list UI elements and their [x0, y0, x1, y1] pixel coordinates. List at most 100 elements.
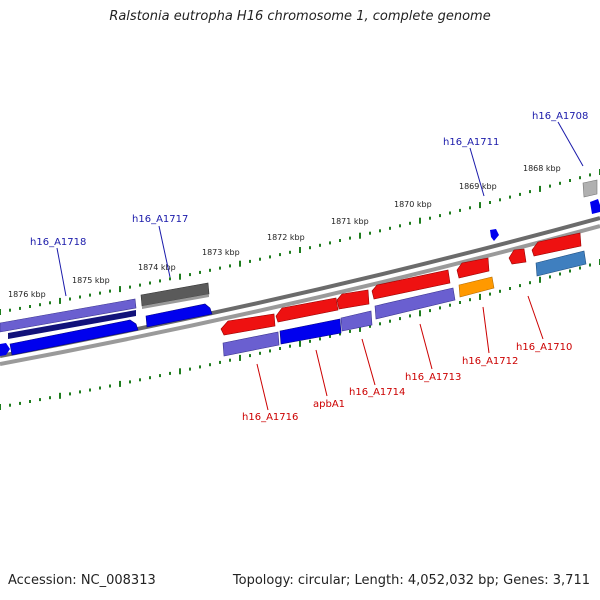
minor-tick: [279, 253, 281, 257]
gene-arrow-h16_A1717-light: [142, 294, 209, 309]
minor-tick: [279, 347, 281, 350]
minor-tick: [69, 297, 71, 301]
minor-tick: [519, 284, 521, 288]
gene-arrow-h16_A1716-lower[interactable]: [222, 331, 280, 357]
minor-tick: [439, 306, 441, 310]
scale-label: 1876 kbp: [8, 290, 46, 299]
accession-text: Accession: NC_008313: [8, 573, 156, 588]
minor-tick: [199, 365, 201, 369]
major-tick: [419, 310, 421, 317]
gene-arrow-h16_A1711[interactable]: [490, 229, 499, 241]
minor-tick: [469, 206, 471, 210]
minor-tick: [129, 285, 131, 289]
leader-line: [361, 338, 376, 386]
gene-arrow-h16_A1714-lower[interactable]: [340, 310, 373, 332]
major-tick: [359, 325, 361, 332]
minor-tick: [449, 303, 451, 307]
minor-tick: [589, 263, 591, 267]
map-title: Ralstonia eutropha H16 chromosome 1, com…: [109, 9, 491, 24]
minor-tick: [409, 221, 411, 225]
minor-tick: [39, 398, 41, 402]
minor-tick: [289, 344, 291, 348]
gene-label-h16_A1716[interactable]: h16_A1716: [242, 412, 298, 423]
gene-label-h16_A1711[interactable]: h16_A1711: [443, 137, 499, 148]
minor-tick: [509, 195, 511, 199]
gene-arrow-h16_A1712-lower[interactable]: [458, 276, 495, 298]
gene-arrow-red-small[interactable]: [508, 248, 527, 265]
minor-tick: [459, 208, 461, 212]
minor-tick: [109, 289, 111, 293]
gene-label-h16_A1718[interactable]: h16_A1718: [30, 237, 86, 248]
minor-tick: [569, 269, 571, 273]
gene-arrow-blue-left[interactable]: [0, 343, 10, 356]
minor-tick: [79, 295, 81, 299]
leader-line: [557, 121, 584, 167]
major-tick: [179, 368, 181, 375]
minor-tick: [489, 201, 491, 204]
minor-tick: [559, 272, 561, 276]
scale-label: 1872 kbp: [267, 233, 305, 242]
gene-label-apbA1[interactable]: apbA1: [313, 399, 345, 410]
scale-label: 1873 kbp: [202, 248, 240, 257]
gene-arrow-blue-right[interactable]: [590, 199, 600, 214]
inner-scale-ticks: [0, 259, 600, 410]
gene-arrow-blue-1[interactable]: [9, 319, 139, 356]
minor-tick: [439, 214, 441, 218]
minor-tick: [49, 301, 51, 305]
gene-arrow-apbA1[interactable]: [275, 297, 339, 323]
minor-tick: [379, 229, 381, 233]
minor-tick: [99, 386, 101, 390]
minor-tick: [389, 319, 391, 323]
minor-tick: [229, 358, 231, 362]
scale-label: 1868 kbp: [523, 164, 561, 173]
scale-label: 1875 kbp: [72, 276, 110, 285]
gene-label-h16_A1713[interactable]: h16_A1713: [405, 372, 461, 383]
gene-arrow-blue-2[interactable]: [145, 303, 213, 328]
minor-tick: [289, 250, 291, 254]
gene-label-h16_A1708[interactable]: h16_A1708: [532, 111, 588, 122]
major-tick: [239, 260, 241, 267]
gene-arrow-h16_A1713-lower[interactable]: [374, 287, 456, 320]
major-tick: [539, 276, 541, 283]
major-tick: [539, 185, 541, 192]
minor-tick: [529, 281, 531, 285]
gene-arrow-h16_A1710[interactable]: [531, 232, 582, 257]
gene-arrow-apbA1-lower[interactable]: [279, 318, 342, 345]
minor-tick: [449, 211, 451, 215]
major-tick: [0, 404, 1, 410]
major-tick: [359, 232, 361, 239]
minor-tick: [399, 224, 401, 228]
minor-tick: [579, 176, 581, 180]
minor-tick: [319, 337, 321, 341]
major-tick: [479, 293, 481, 300]
minor-tick: [459, 301, 461, 304]
gene-arrow-h16_A1714[interactable]: [336, 289, 370, 310]
scale-label: 1874 kbp: [138, 263, 176, 272]
leader-line: [527, 295, 544, 340]
minor-tick: [269, 349, 271, 353]
scale-label: 1870 kbp: [394, 200, 432, 209]
minor-tick: [199, 270, 201, 274]
gene-arrow-h16_A1716[interactable]: [220, 313, 276, 336]
minor-tick: [499, 198, 501, 202]
gene-label-h16_A1712[interactable]: h16_A1712: [462, 356, 518, 367]
gene-arrow-h16_A1713[interactable]: [371, 269, 451, 300]
gene-arrow-h16_A1708[interactable]: [582, 179, 598, 198]
gene-label-h16_A1717[interactable]: h16_A1717: [132, 214, 188, 225]
gene-label-h16_A1710[interactable]: h16_A1710: [516, 342, 572, 353]
minor-tick: [409, 314, 411, 318]
minor-tick: [109, 384, 111, 388]
gene-arrow-h16_A1712[interactable]: [456, 257, 490, 279]
gene-label-h16_A1714[interactable]: h16_A1714: [349, 387, 405, 398]
gene-arrow-h16_A1710-lower[interactable]: [535, 250, 587, 277]
minor-tick: [499, 289, 501, 293]
leader-line: [469, 147, 485, 197]
gene-arrow-h16_A1718[interactable]: [0, 298, 137, 333]
minor-tick: [139, 378, 141, 382]
forward-genes: [0, 179, 600, 356]
minor-tick: [569, 179, 571, 182]
minor-tick: [529, 190, 531, 194]
minor-tick: [49, 396, 51, 400]
leader-line: [315, 349, 328, 397]
minor-tick: [29, 400, 31, 403]
